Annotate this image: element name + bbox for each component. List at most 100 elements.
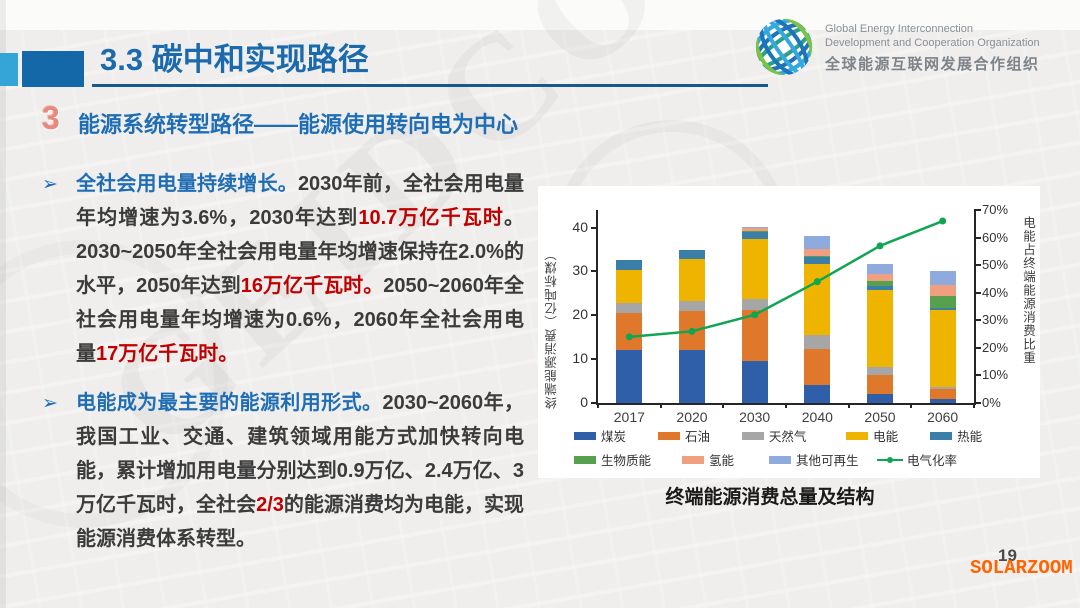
accent-square-dark: [22, 51, 84, 87]
bullet-text-segment: 的能源消费均为电能，实现能源消费体系转型。: [76, 494, 525, 550]
bullet-arrow-icon: ➢: [42, 393, 58, 414]
bar-segment-煤炭-2060: [929, 398, 956, 403]
bar-segment-煤炭-2040: [804, 385, 831, 403]
legend-item-石油: 石油: [657, 426, 742, 445]
bar-segment-其他可再生-2060: [929, 271, 956, 285]
y-right-tickmark: [974, 236, 981, 239]
bar-segment-生物质能-2060: [929, 295, 956, 308]
legend-label: 石油: [684, 430, 710, 444]
legend-swatch-icon: [574, 455, 596, 464]
bar-segment-电能-2017: [616, 270, 643, 303]
y-left-tick-label: 10: [572, 350, 588, 367]
y-right-tickmark: [974, 319, 981, 322]
bar-segment-氢能-2030: [741, 227, 768, 232]
bar-segment-电能-2050: [867, 289, 893, 367]
chart-legend: 煤炭 石油 天然气 电能 热能生物质能 氢能 其他可再生 电气化率: [574, 426, 1014, 474]
bar-segment-其他可再生-2040: [804, 236, 831, 250]
legend-item-煤炭: 煤炭: [574, 426, 658, 445]
bar-segment-天然气-2017: [616, 303, 643, 314]
bar-segment-石油-2050: [867, 374, 893, 395]
y-left-tick-label: 20: [572, 306, 588, 323]
legend-item-热能: 热能: [930, 426, 1014, 445]
y-right-tick-label: 40%: [982, 284, 1009, 300]
legend-item-氢能: 氢能: [682, 450, 769, 469]
bullet-list: ➢ 全社会用电量持续增长。2030年前，全社会用电量年均增速为3.6%，2030年…: [42, 167, 524, 571]
electrification-rate-line: [625, 217, 947, 341]
bar-segment-石油-2040: [804, 349, 831, 386]
globe-icon: [755, 18, 813, 76]
legend-line-swatch-icon: [877, 456, 903, 464]
line-marker-icon: [625, 333, 633, 341]
legend-item-天然气: 天然气: [741, 426, 846, 445]
legend-row: 生物质能 氢能 其他可再生 电气化率: [574, 450, 1014, 469]
bar-segment-煤炭-2030: [741, 361, 768, 403]
x-tick-label: 2020: [676, 409, 708, 425]
line-marker-icon: [939, 217, 947, 225]
slide-title: 3.3 碳中和实现路径: [100, 42, 369, 77]
y-right-tick-label: 30%: [982, 312, 1009, 328]
x-tick-label: 2017: [613, 409, 645, 425]
y-right-tick-label: 70%: [982, 202, 1009, 217]
line-marker-icon: [751, 311, 759, 319]
legend-label: 电能: [873, 430, 899, 444]
y-left-tickmark: [591, 402, 598, 404]
bar-segment-煤炭-2020: [679, 350, 705, 403]
top-white-strip: [0, 0, 1080, 30]
bar-segment-热能-2017: [616, 259, 643, 271]
legend-label: 电气化率: [907, 454, 958, 468]
y-right-tickmark: [974, 209, 981, 211]
legend-swatch-icon: [574, 431, 596, 440]
chart-panel: 终端能源消费（亿吨标煤） 电能占终端能源消费比重 2017 2020 2030 204…: [538, 186, 1040, 478]
bullet-text-segment: 10.7万亿千瓦时: [358, 207, 505, 229]
y-left-tickmark: [591, 314, 598, 317]
x-tickmark: [597, 403, 599, 408]
y-right-tick-label: 10%: [982, 367, 1009, 383]
bar-segment-热能-2040: [804, 257, 831, 264]
bar-segment-其他可再生-2050: [867, 263, 893, 275]
bar-segment-电能-2020: [679, 259, 705, 301]
logo-text: Global Energy Interconnection Developmen…: [825, 16, 1040, 74]
line-marker-icon: [813, 278, 821, 286]
bullet-text-segment: 全社会用电量持续增长。: [76, 173, 298, 195]
bullet-text-segment: 2030年前，全社会用电量年均增速为3.6%，2030年达到: [76, 173, 525, 229]
bullet-item: ➢ 全社会用电量持续增长。2030年前，全社会用电量年均增速为3.6%，2030年…: [42, 167, 524, 371]
y-right-tick-label: 50%: [982, 257, 1009, 273]
x-tick-label: 2030: [739, 409, 771, 425]
y-right-tickmark: [974, 346, 981, 349]
line-marker-icon: [688, 327, 696, 335]
page-number: 19: [998, 546, 1017, 565]
line-marker-icon: [876, 242, 884, 250]
bar-segment-电能-2060: [929, 309, 956, 388]
bar-segment-氢能-2040: [804, 249, 831, 257]
bar-segment-天然气-2030: [741, 299, 768, 311]
logo-text-en-line1: Global Energy Interconnection: [825, 23, 973, 35]
chart-plot-area: 2017 2020 2030 2040 2050 2060 0 10 20 30 40 0% 10% 20…: [572, 202, 1008, 425]
y-right-tickmark: [974, 374, 981, 377]
chart-caption: 终端能源消费总量及结构: [665, 487, 875, 508]
legend-item-其他可再生: 其他可再生: [769, 450, 877, 469]
y-right-tickmark: [974, 264, 981, 267]
bar-segment-石油-2017: [616, 313, 643, 351]
bar-segment-热能-2060: [929, 307, 956, 310]
solarzoom-watermark: SOLARZOOM: [970, 557, 1073, 579]
bullet-text-segment: 2/3: [256, 494, 284, 516]
legend-label: 其他可再生: [796, 454, 859, 468]
bullet-text-segment: 16万亿千瓦时。: [240, 275, 384, 297]
logo-text-cn: 全球能源互联网发展合作组织: [825, 56, 1040, 73]
legend-item-电能: 电能: [846, 426, 930, 445]
x-tickmark: [910, 403, 913, 408]
x-tickmark: [785, 403, 787, 408]
legend-swatch-icon: [930, 431, 953, 440]
bar-segment-天然气-2040: [804, 335, 831, 350]
y-left-tickmark: [591, 358, 598, 361]
y-right-tickmark: [974, 402, 981, 404]
bar-segment-石油-2030: [741, 310, 768, 362]
bar-segment-石油-2060: [929, 388, 956, 399]
legend-item-生物质能: 生物质能: [574, 450, 682, 469]
bar-segment-氢能-2050: [867, 274, 893, 282]
bar-segment-生物质能-2050: [867, 281, 893, 287]
bar-segment-天然气-2050: [867, 366, 893, 375]
x-tickmark: [722, 403, 725, 408]
chart-left-axis-label: 终端能源消费（亿吨标煤）: [545, 247, 559, 409]
legend-row: 煤炭 石油 天然气 电能 热能: [574, 426, 1014, 445]
